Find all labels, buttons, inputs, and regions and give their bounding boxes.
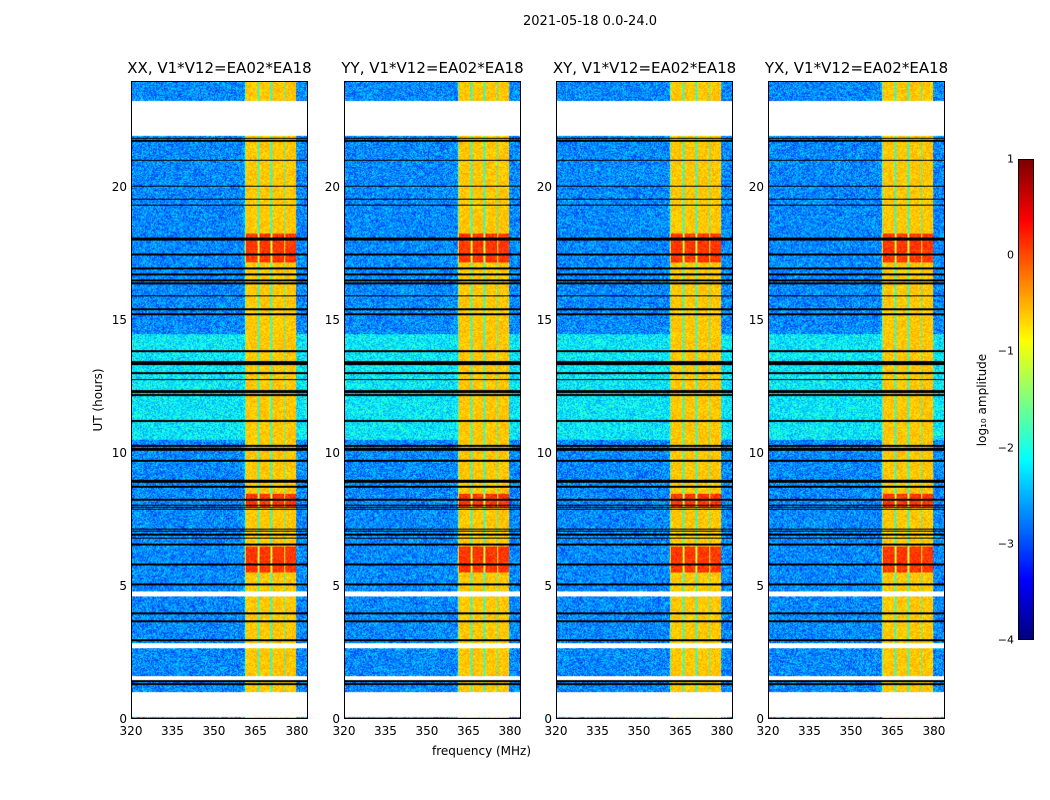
y-tick-label: 5 [119, 579, 127, 594]
colorbar-tick-label: 0 [1007, 248, 1014, 262]
x-tick-label: 380 [710, 724, 734, 738]
waterfall-panel-0 [131, 81, 308, 719]
y-tick-label: 5 [332, 579, 340, 594]
y-tick-label: 10 [111, 446, 127, 461]
y-tick-label: 5 [756, 579, 764, 594]
x-tick-label: 320 [756, 724, 780, 738]
y-tick-label: 0 [332, 712, 340, 726]
y-tick-label: 0 [756, 712, 764, 726]
x-tick-label: 350 [627, 724, 651, 738]
x-tick-label: 335 [798, 724, 821, 738]
x-tick-label: 335 [374, 724, 397, 738]
y-tick-label: 20 [536, 180, 552, 195]
colorbar-tick-label: −4 [997, 633, 1014, 647]
y-tick-label: 20 [111, 180, 127, 195]
panel-title: YX, V1*V12=EA02*EA18 [764, 59, 949, 77]
y-tick-label: 20 [324, 180, 340, 195]
y-tick-label: 0 [544, 712, 552, 726]
x-tick-label: 365 [244, 724, 267, 738]
figure-title: 2021-05-18 0.0-24.0 [523, 14, 657, 29]
panel-title: XY, V1*V12=EA02*EA18 [552, 59, 737, 77]
x-tick-label: 365 [669, 724, 692, 738]
x-tick-label: 350 [415, 724, 439, 738]
y-tick-label: 10 [748, 446, 764, 461]
x-tick-label: 320 [119, 724, 143, 738]
colorbar-tick-label: 1 [1007, 152, 1014, 166]
y-axis-label: UT (hours) [91, 368, 105, 432]
y-tick-label: 0 [119, 712, 127, 726]
x-tick-label: 365 [457, 724, 480, 738]
colorbar [1018, 159, 1034, 640]
y-tick-label: 15 [324, 313, 340, 328]
x-tick-label: 380 [498, 724, 522, 738]
x-tick-label: 320 [544, 724, 568, 738]
y-tick-label: 15 [111, 313, 127, 328]
y-tick-label: 20 [748, 180, 764, 195]
panel-title: YY, V1*V12=EA02*EA18 [341, 59, 524, 77]
colorbar-tick-label: −1 [997, 344, 1014, 358]
x-tick-label: 320 [332, 724, 356, 738]
heatmap-image [557, 82, 732, 718]
y-tick-label: 5 [544, 579, 552, 594]
x-tick-label: 350 [839, 724, 863, 738]
colorbar-label: log₁₀ amplitude [975, 353, 989, 447]
y-tick-label: 10 [324, 446, 340, 461]
heatmap-image [769, 82, 944, 718]
colorbar-tick-label: −3 [997, 537, 1014, 551]
x-tick-label: 335 [161, 724, 184, 738]
x-tick-label: 335 [586, 724, 609, 738]
y-tick-label: 10 [536, 446, 552, 461]
y-tick-label: 15 [748, 313, 764, 328]
x-tick-label: 380 [922, 724, 946, 738]
panel-title: XX, V1*V12=EA02*EA18 [127, 59, 312, 77]
waterfall-panel-1 [344, 81, 521, 719]
x-tick-label: 365 [881, 724, 904, 738]
x-tick-label: 350 [202, 724, 226, 738]
waterfall-panel-2 [556, 81, 733, 719]
x-axis-label: frequency (MHz) [432, 744, 532, 758]
colorbar-tick-label: −2 [997, 441, 1014, 455]
y-tick-label: 15 [536, 313, 552, 328]
x-tick-label: 380 [285, 724, 309, 738]
heatmap-image [132, 82, 307, 718]
waterfall-panel-3 [768, 81, 945, 719]
heatmap-image [345, 82, 520, 718]
